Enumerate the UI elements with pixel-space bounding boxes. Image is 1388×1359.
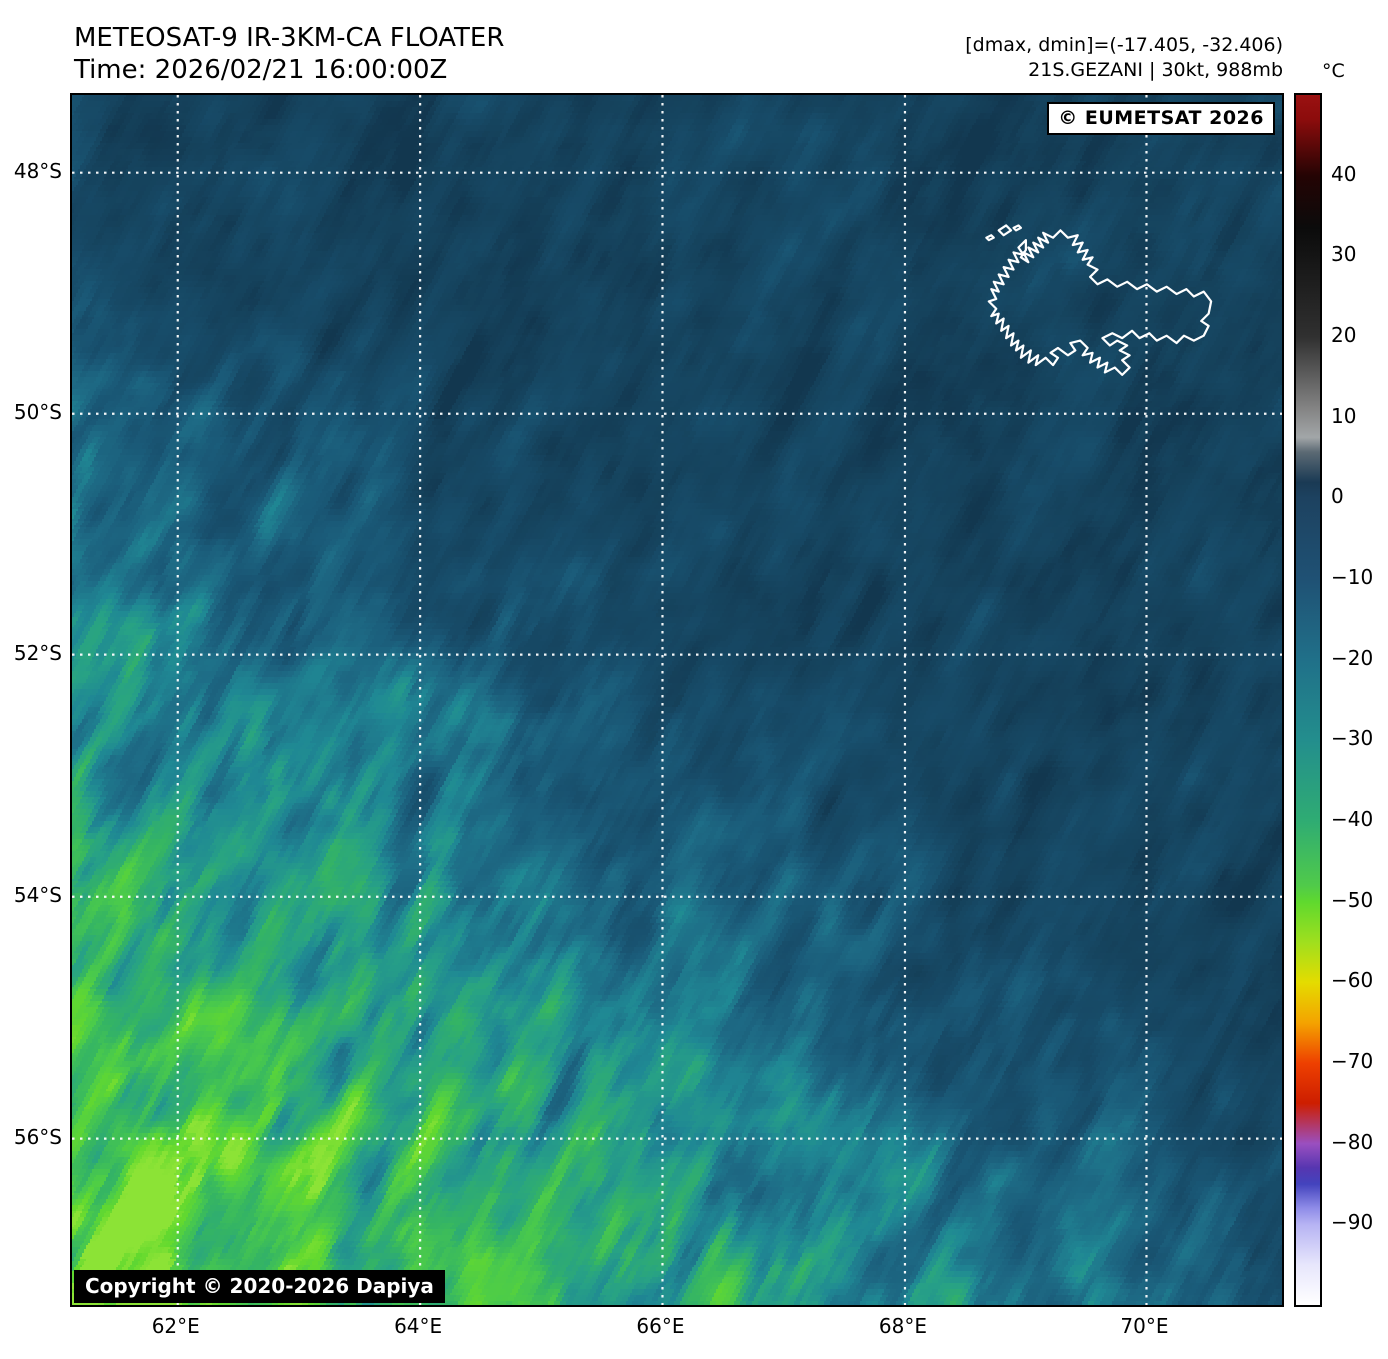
dmax-dmin-annotation: [dmax, dmin]=(-17.405, -32.406): [965, 34, 1283, 56]
eumetsat-badge: © EUMETSAT 2026: [1047, 102, 1275, 135]
colorbar-tick-label: −10: [1331, 565, 1374, 589]
colorbar-tick-label: 10: [1331, 403, 1357, 428]
copyright-badge: Copyright © 2020-2026 Dapiya: [74, 1270, 445, 1303]
colorbar-unit-label: °C: [1322, 60, 1345, 82]
latitude-axis: 48°S 50°S 52°S 54°S 56°S: [0, 93, 62, 1307]
latitude-tick-label: 54°S: [13, 882, 62, 907]
longitude-tick-label: 66°E: [636, 1314, 685, 1338]
longitude-tick-label: 68°E: [878, 1314, 927, 1338]
figure-time: Time: 2026/02/21 16:00:00Z: [74, 55, 448, 85]
colorbar-tick-label: 30: [1331, 242, 1357, 267]
ir-cloud-field: [72, 95, 1282, 1305]
title-block: METEOSAT-9 IR-3KM-CA FLOATER Time: 2026/…: [74, 22, 504, 86]
annotation-block: [dmax, dmin]=(-17.405, -32.406) 21S.GEZA…: [965, 33, 1283, 83]
coastline-islet-2: [985, 234, 995, 242]
figure-title: METEOSAT-9 IR-3KM-CA FLOATER: [74, 23, 505, 53]
colorbar-tick-label: 0: [1331, 484, 1344, 509]
colorbar-tick-label: −20: [1331, 645, 1374, 670]
colorbar-tick-label: −50: [1331, 887, 1374, 912]
colorbar-tick-label: 20: [1331, 323, 1357, 347]
longitude-tick-label: 64°E: [394, 1314, 443, 1338]
latitude-tick-label: 56°S: [13, 1124, 62, 1149]
storm-annotation: 21S.GEZANI | 30kt, 988mb: [1028, 59, 1283, 81]
map-overlay: [72, 95, 1282, 1305]
longitude-tick-label: 62°E: [151, 1314, 200, 1338]
colorbar-tick-label: −30: [1331, 726, 1374, 751]
latitude-tick-label: 52°S: [13, 640, 62, 665]
graticule: [72, 95, 1282, 1305]
longitude-tick-label: 70°E: [1120, 1314, 1169, 1338]
colorbar-tick-labels: 40 30 20 10 0 −10 −20 −30 −40 −50 −60 −70 −80 −90: [1331, 93, 1387, 1307]
satellite-map: © EUMETSAT 2026 Copyright © 2020-2026 Da…: [70, 93, 1284, 1307]
colorbar-tick-label: 40: [1331, 161, 1357, 186]
coastline-islet-3: [1012, 224, 1023, 232]
colorbar: [1294, 93, 1322, 1307]
latitude-tick-label: 48°S: [13, 158, 62, 183]
coastline-islet-1: [997, 224, 1013, 237]
coastline-main-island: [987, 229, 1213, 377]
colorbar-tick-label: −80: [1331, 1129, 1374, 1154]
longitude-axis: 62°E 64°E 66°E 68°E 70°E: [70, 1314, 1284, 1342]
kerguelen-coastline: [985, 224, 1213, 377]
colorbar-tick-label: −40: [1331, 807, 1374, 831]
latitude-tick-label: 50°S: [13, 399, 62, 424]
colorbar-tick-label: −90: [1331, 1210, 1374, 1235]
colorbar-tick-label: −70: [1331, 1049, 1374, 1073]
colorbar-tick-label: −60: [1331, 968, 1374, 993]
